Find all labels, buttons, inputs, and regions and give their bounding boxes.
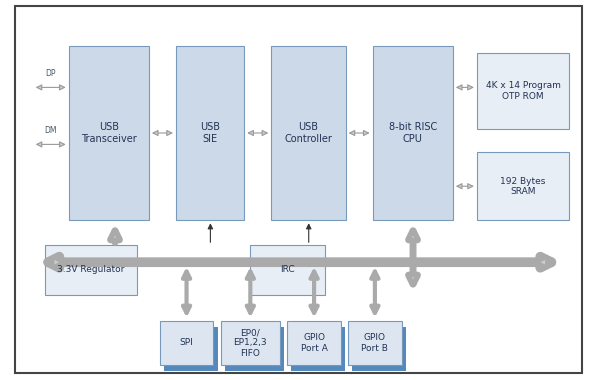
Text: DM: DM: [45, 126, 57, 135]
Bar: [160, 321, 213, 365]
Text: SPI: SPI: [179, 339, 194, 347]
Text: 4K x 14 Program
OTP ROM: 4K x 14 Program OTP ROM: [486, 81, 560, 101]
Bar: [69, 46, 149, 220]
Bar: [164, 327, 218, 370]
Bar: [271, 46, 346, 220]
Bar: [477, 152, 569, 220]
Bar: [250, 245, 325, 294]
Text: IRC: IRC: [280, 265, 295, 274]
Text: EP0/
EP1,2,3
FIFO: EP0/ EP1,2,3 FIFO: [234, 328, 267, 358]
Text: GPIO
Port A: GPIO Port A: [300, 333, 328, 353]
Text: USB
Transceiver: USB Transceiver: [81, 122, 136, 144]
Text: 8-bit RISC
CPU: 8-bit RISC CPU: [389, 122, 437, 144]
Text: 3.3V Regulator: 3.3V Regulator: [57, 265, 125, 274]
Text: USB
SIE: USB SIE: [200, 122, 220, 144]
Bar: [176, 46, 244, 220]
Bar: [348, 321, 402, 365]
Bar: [352, 327, 406, 370]
Bar: [225, 327, 284, 370]
Bar: [221, 321, 280, 365]
Text: USB
Controller: USB Controller: [284, 122, 333, 144]
Text: GPIO
Port B: GPIO Port B: [361, 333, 389, 353]
Bar: [291, 327, 345, 370]
Bar: [477, 53, 569, 129]
Text: DP: DP: [45, 69, 56, 78]
Bar: [45, 245, 137, 294]
Bar: [372, 46, 453, 220]
Text: 192 Bytes
SRAM: 192 Bytes SRAM: [500, 176, 546, 196]
Bar: [287, 321, 341, 365]
